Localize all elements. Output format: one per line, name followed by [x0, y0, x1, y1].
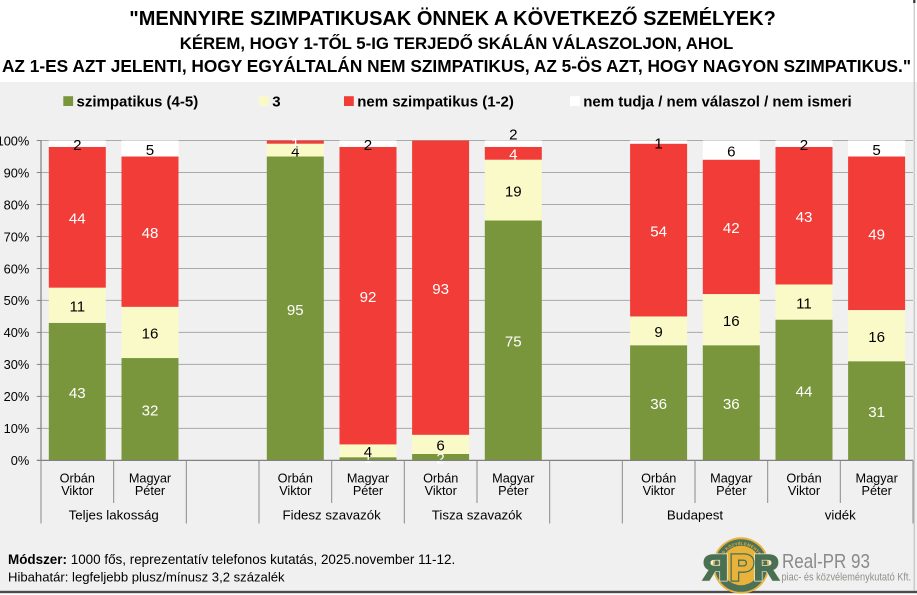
svg-text:16: 16	[142, 326, 159, 343]
svg-text:4: 4	[291, 143, 299, 160]
svg-text:0%: 0%	[11, 453, 30, 468]
svg-text:44: 44	[69, 211, 86, 228]
svg-text:Tisza szavazók: Tisza szavazók	[432, 508, 523, 523]
svg-text:2: 2	[509, 126, 517, 143]
svg-text:30%: 30%	[4, 357, 30, 372]
svg-text:Real-PR 93: Real-PR 93	[782, 551, 870, 573]
svg-text:48: 48	[142, 225, 159, 242]
svg-text:4: 4	[364, 444, 372, 461]
svg-text:10%: 10%	[4, 421, 30, 436]
svg-text:1: 1	[291, 135, 299, 152]
svg-text:40%: 40%	[4, 325, 30, 340]
svg-text:1: 1	[364, 450, 372, 467]
svg-text:Magyar: Magyar	[492, 472, 535, 486]
svg-text:2: 2	[800, 137, 808, 154]
svg-text:vidék: vidék	[825, 508, 856, 523]
svg-text:20%: 20%	[4, 389, 30, 404]
svg-text:100%: 100%	[0, 133, 29, 148]
svg-text:36: 36	[723, 396, 740, 413]
svg-text:nem tudja / nem válaszol / nem: nem tudja / nem válaszol / nem ismeri	[583, 94, 851, 111]
svg-text:Magyar: Magyar	[710, 472, 753, 486]
svg-text:11: 11	[69, 299, 85, 316]
svg-text:P: P	[730, 547, 754, 588]
svg-text:70%: 70%	[4, 229, 30, 244]
svg-text:Orbán: Orbán	[641, 472, 676, 486]
svg-text:Teljes lakosság: Teljes lakosság	[69, 508, 159, 523]
svg-text:5: 5	[146, 142, 154, 159]
svg-text:R: R	[753, 547, 779, 588]
svg-text:Viktor: Viktor	[425, 484, 458, 498]
svg-text:6: 6	[436, 438, 444, 455]
svg-text:5: 5	[872, 142, 880, 159]
svg-text:16: 16	[868, 329, 885, 346]
svg-text:2: 2	[436, 451, 444, 468]
svg-text:Magyar: Magyar	[347, 472, 390, 486]
svg-text:Orbán: Orbán	[786, 472, 821, 486]
svg-text:Hibahatár: legfeljebb plusz/mí: Hibahatár: legfeljebb plusz/mínusz 3,2 s…	[8, 570, 285, 585]
svg-text:Magyar: Magyar	[856, 472, 899, 486]
svg-text:Péter: Péter	[862, 484, 893, 498]
svg-text:szimpatikus (4-5): szimpatikus (4-5)	[77, 94, 199, 111]
svg-text:Budapest: Budapest	[667, 508, 723, 523]
svg-text:Péter: Péter	[135, 484, 166, 498]
svg-text:4: 4	[509, 147, 517, 164]
svg-text:2: 2	[364, 137, 372, 154]
svg-text:44: 44	[796, 383, 813, 400]
svg-text:3: 3	[272, 94, 280, 111]
svg-text:Viktor: Viktor	[788, 484, 821, 498]
svg-text:93: 93	[432, 281, 449, 298]
svg-text:Я: Я	[702, 547, 728, 588]
svg-text:Orbán: Orbán	[278, 472, 313, 486]
svg-text:Viktor: Viktor	[643, 484, 676, 498]
svg-text:75: 75	[505, 334, 522, 351]
svg-text:Viktor: Viktor	[279, 484, 312, 498]
svg-text:16: 16	[723, 313, 740, 330]
svg-text:49: 49	[868, 227, 885, 244]
svg-text:Orbán: Orbán	[423, 472, 458, 486]
svg-text:31: 31	[868, 404, 885, 421]
svg-text:P: P	[730, 547, 754, 588]
svg-text:43: 43	[69, 385, 86, 402]
svg-text:92: 92	[360, 289, 377, 306]
svg-text:6: 6	[727, 143, 735, 160]
svg-text:95: 95	[287, 302, 304, 319]
svg-text:nem szimpatikus (1-2): nem szimpatikus (1-2)	[357, 94, 514, 111]
svg-text:Péter: Péter	[716, 484, 747, 498]
svg-text:Orbán: Orbán	[60, 472, 95, 486]
svg-text:60%: 60%	[4, 261, 30, 276]
svg-text:80%: 80%	[4, 197, 30, 212]
svg-text:42: 42	[723, 220, 740, 237]
svg-text:2: 2	[73, 137, 81, 154]
svg-text:piac- és közvéleménykutató Kft: piac- és közvéleménykutató Kft.	[782, 571, 912, 583]
svg-text:Я: Я	[702, 547, 728, 588]
svg-text:90%: 90%	[4, 165, 30, 180]
svg-text:Fidesz szavazók: Fidesz szavazók	[283, 508, 382, 523]
svg-text:50%: 50%	[4, 293, 30, 308]
svg-text:19: 19	[505, 183, 522, 200]
svg-text:54: 54	[650, 223, 667, 240]
svg-text:Módszer: 1000 fős, reprezentat: Módszer: 1000 fős, reprezentatív telefon…	[8, 552, 455, 567]
svg-text:R: R	[753, 547, 779, 588]
svg-text:Viktor: Viktor	[61, 484, 94, 498]
svg-text:32: 32	[142, 403, 159, 420]
svg-text:KÉREM, HOGY 1-TŐL 5-IG TERJEDŐ: KÉREM, HOGY 1-TŐL 5-IG TERJEDŐ SKÁLÁN VÁ…	[180, 34, 734, 53]
svg-text:Magyar: Magyar	[129, 472, 172, 486]
svg-text:11: 11	[796, 295, 812, 312]
svg-text:43: 43	[796, 209, 813, 226]
svg-text:"MENNYIRE SZIMPATIKUSAK ÖNNEK: "MENNYIRE SZIMPATIKUSAK ÖNNEK A KÖVETKEZ…	[129, 7, 776, 30]
svg-text:Péter: Péter	[498, 484, 529, 498]
svg-text:36: 36	[650, 396, 667, 413]
svg-text:1: 1	[654, 135, 662, 152]
svg-text:AZ 1-ES AZT JELENTI, HOGY EGYÁ: AZ 1-ES AZT JELENTI, HOGY EGYÁLTALÁN NEM…	[2, 56, 911, 76]
svg-text:Péter: Péter	[353, 484, 384, 498]
svg-text:9: 9	[654, 324, 662, 341]
